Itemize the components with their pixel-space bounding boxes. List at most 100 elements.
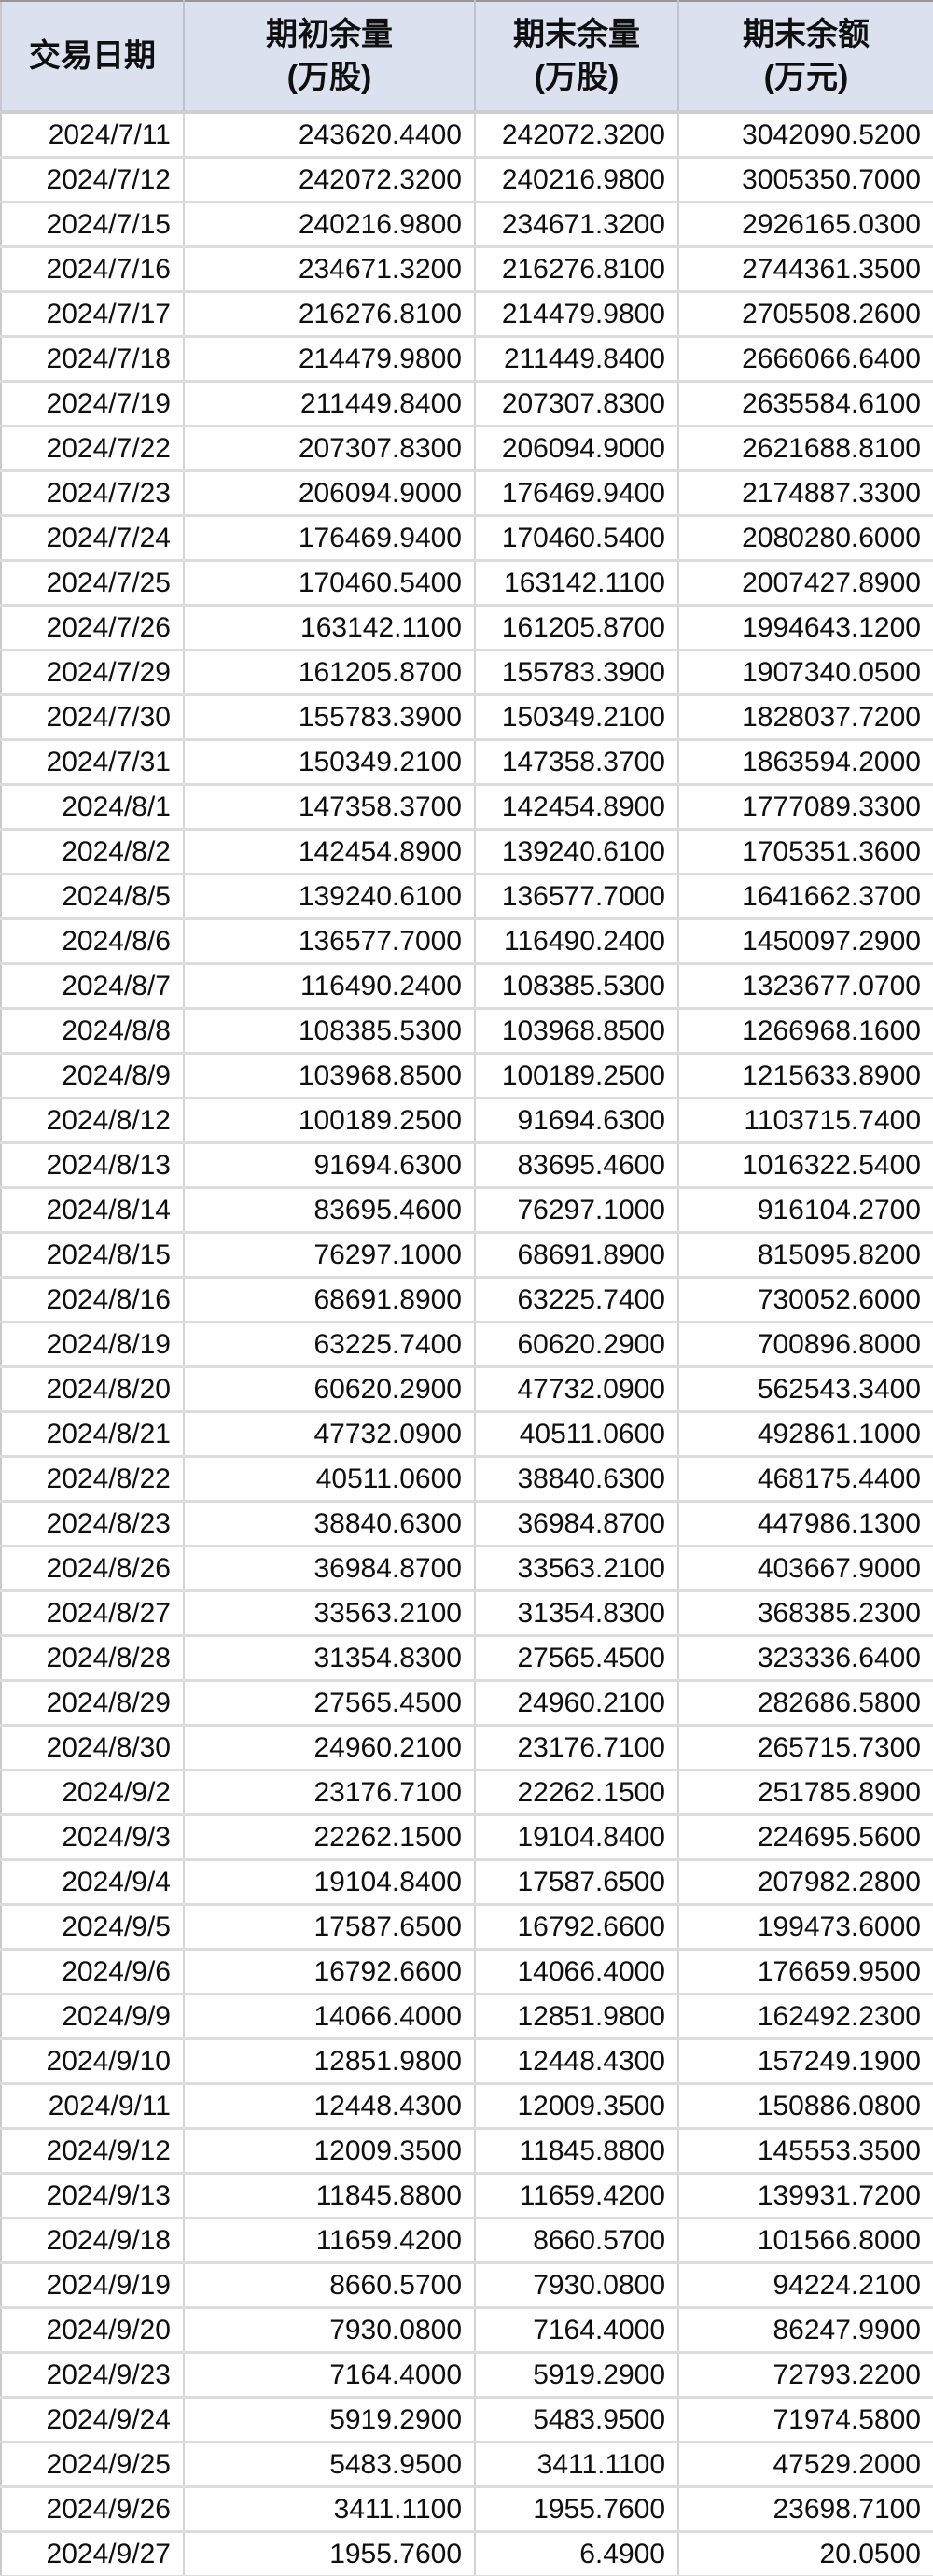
- table-row: 2024/7/19 211449.8400 207307.8300 2635584.6…: [1, 381, 933, 427]
- begin-balance-cell: 234671.3200: [184, 246, 476, 293]
- begin-balance-cell: 136577.7000: [184, 918, 476, 965]
- begin-balance-cell: 83695.4600: [184, 1187, 476, 1234]
- begin-balance-cell: 31354.8300: [184, 1635, 476, 1682]
- trade-date-cell: 2024/8/12: [1, 1098, 185, 1144]
- table-row: 2024/9/3 22262.1500 19104.8400 224695.5600: [1, 1814, 933, 1861]
- end-amount-cell: 2666066.6400: [678, 336, 933, 383]
- trade-date-cell: 2024/8/15: [1, 1232, 185, 1279]
- table-row: 2024/7/25 170460.5400 163142.1100 2007427.8…: [1, 560, 933, 607]
- trade-date-cell: 2024/7/22: [1, 426, 185, 472]
- table-row: 2024/8/30 24960.2100 23176.7100 265715.7300: [1, 1725, 933, 1771]
- begin-balance-cell: 3411.1100: [184, 2486, 476, 2533]
- trade-date-cell: 2024/7/24: [1, 515, 185, 562]
- trade-date-cell: 2024/8/8: [1, 1008, 185, 1055]
- table-row: 2024/9/11 12448.4300 12009.3500 150886.0800: [1, 2083, 933, 2130]
- begin-balance-cell: 211449.8400: [184, 381, 476, 427]
- trade-date-cell: 2024/9/4: [1, 1859, 185, 1906]
- table-row: 2024/9/13 11845.8800 11659.4200 139931.7200: [1, 2173, 933, 2219]
- trade-date-cell: 2024/7/15: [1, 202, 185, 248]
- trade-date-cell: 2024/8/19: [1, 1322, 185, 1368]
- end-balance-cell: 76297.1000: [475, 1187, 679, 1234]
- table-row: 2024/8/12 100189.2500 91694.6300 1103715.74…: [1, 1098, 933, 1144]
- end-amount-cell: 1215633.8900: [678, 1053, 933, 1099]
- trade-date-cell: 2024/8/2: [1, 829, 185, 875]
- table-row: 2024/9/24 5919.2900 5483.9500 71974.5800: [1, 2397, 933, 2443]
- end-balance-cell: 211449.8400: [475, 336, 679, 383]
- end-amount-cell: 2174887.3300: [678, 470, 933, 517]
- table-row: 2024/8/5 139240.6100 136577.7000 1641662.37…: [1, 874, 933, 920]
- trade-date-cell: 2024/8/29: [1, 1680, 185, 1727]
- end-amount-cell: 176659.9500: [678, 1949, 933, 1995]
- begin-balance-cell: 240216.9800: [184, 202, 476, 248]
- begin-balance-cell: 14066.4000: [184, 1994, 476, 2040]
- begin-balance-cell: 170460.5400: [184, 560, 476, 607]
- table-row: 2024/8/23 38840.6300 36984.8700 447986.1300: [1, 1501, 933, 1547]
- begin-balance-cell: 33563.2100: [184, 1590, 476, 1637]
- end-balance-cell: 63225.7400: [475, 1277, 679, 1323]
- end-balance-cell: 161205.8700: [475, 605, 679, 651]
- trade-date-cell: 2024/9/9: [1, 1994, 185, 2040]
- end-balance-cell: 23176.7100: [475, 1725, 679, 1771]
- begin-balance-cell: 12448.4300: [184, 2083, 476, 2130]
- end-amount-cell: 101566.8000: [678, 2218, 933, 2264]
- end-balance-cell: 12851.9800: [475, 1994, 679, 2040]
- end-amount-cell: 2080280.6000: [678, 515, 933, 562]
- end-amount-cell: 700896.8000: [678, 1322, 933, 1368]
- trade-date-cell: 2024/9/18: [1, 2218, 185, 2264]
- end-balance-cell: 100189.2500: [475, 1053, 679, 1099]
- end-amount-cell: 224695.5600: [678, 1814, 933, 1861]
- begin-balance-cell: 150349.2100: [184, 739, 476, 786]
- end-amount-cell: 1450097.2900: [678, 918, 933, 965]
- begin-balance-cell: 12851.9800: [184, 2038, 476, 2085]
- trade-date-cell: 2024/9/23: [1, 2352, 185, 2399]
- begin-balance-cell: 40511.0600: [184, 1456, 476, 1503]
- begin-balance-cell: 142454.8900: [184, 829, 476, 875]
- begin-balance-cell: 19104.8400: [184, 1859, 476, 1906]
- end-balance-cell: 170460.5400: [475, 515, 679, 562]
- trade-date-cell: 2024/8/6: [1, 918, 185, 965]
- end-amount-cell: 1323677.0700: [678, 963, 933, 1010]
- end-balance-cell: 8660.5700: [475, 2218, 679, 2264]
- trade-date-cell: 2024/7/17: [1, 291, 185, 338]
- table-row: 2024/8/16 68691.8900 63225.7400 730052.6000: [1, 1277, 933, 1323]
- end-amount-cell: 323336.6400: [678, 1635, 933, 1682]
- end-balance-cell: 38840.6300: [475, 1456, 679, 1503]
- end-amount-cell: 1907340.0500: [678, 650, 933, 696]
- end-amount-cell: 3005350.7000: [678, 157, 933, 203]
- table-row: 2024/9/6 16792.6600 14066.4000 176659.9500: [1, 1949, 933, 1995]
- begin-balance-cell: 242072.3200: [184, 157, 476, 203]
- trade-date-cell: 2024/8/22: [1, 1456, 185, 1503]
- end-amount-cell: 1828037.7200: [678, 694, 933, 741]
- end-amount-cell: 2621688.8100: [678, 426, 933, 472]
- end-amount-cell: 150886.0800: [678, 2083, 933, 2130]
- end-balance-cell: 40511.0600: [475, 1411, 679, 1458]
- begin-balance-cell: 161205.8700: [184, 650, 476, 696]
- begin-balance-cell: 91694.6300: [184, 1142, 476, 1189]
- table-row: 2024/8/29 27565.4500 24960.2100 282686.5800: [1, 1680, 933, 1727]
- trade-date-cell: 2024/7/23: [1, 470, 185, 517]
- end-balance-cell: 216276.8100: [475, 246, 679, 293]
- table-row: 2024/8/21 47732.0900 40511.0600 492861.1000: [1, 1411, 933, 1458]
- end-amount-cell: 1103715.7400: [678, 1098, 933, 1144]
- end-balance-cell: 19104.8400: [475, 1814, 679, 1861]
- begin-balance-cell: 16792.6600: [184, 1949, 476, 1995]
- end-amount-cell: 199473.6000: [678, 1904, 933, 1951]
- col-header-label: 交易日期: [29, 38, 156, 74]
- trade-date-cell: 2024/8/30: [1, 1725, 185, 1771]
- end-amount-cell: 916104.2700: [678, 1187, 933, 1234]
- end-balance-cell: 31354.8300: [475, 1590, 679, 1637]
- trade-date-cell: 2024/9/5: [1, 1904, 185, 1951]
- end-balance-cell: 206094.9000: [475, 426, 679, 472]
- end-amount-cell: 139931.7200: [678, 2173, 933, 2219]
- end-amount-cell: 730052.6000: [678, 1277, 933, 1323]
- end-balance-cell: 207307.8300: [475, 381, 679, 427]
- end-balance-cell: 27565.4500: [475, 1635, 679, 1682]
- table-row: 2024/9/27 1955.7600 6.4900 20.0500: [1, 2531, 933, 2576]
- trade-date-cell: 2024/8/5: [1, 874, 185, 920]
- col-header-unit: (万股): [534, 60, 620, 95]
- col-header-label: 期初余量: [266, 17, 393, 52]
- begin-balance-cell: 5919.2900: [184, 2397, 476, 2443]
- begin-balance-cell: 207307.8300: [184, 426, 476, 472]
- trade-date-cell: 2024/7/29: [1, 650, 185, 696]
